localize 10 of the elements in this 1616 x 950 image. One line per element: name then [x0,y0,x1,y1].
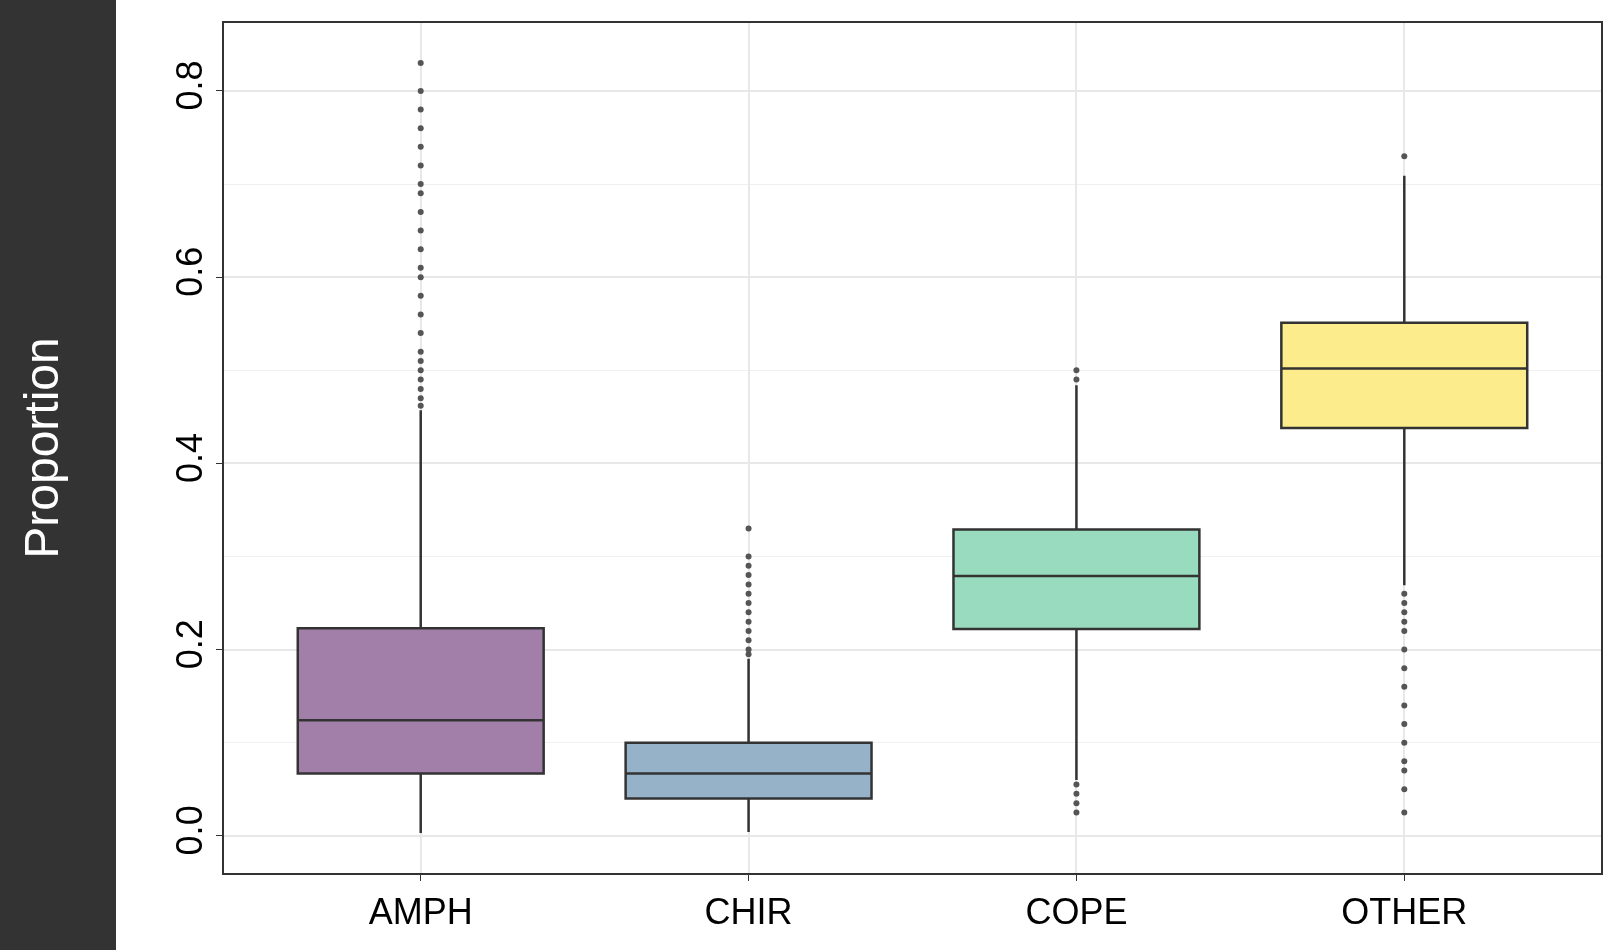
x-tick-label: AMPH [368,891,473,933]
x-tick-label: CHIR [704,891,793,933]
y-tick-label: 0.8 [168,60,210,111]
x-tick-label: OTHER [1341,891,1468,933]
y-axis-title: Proportion [14,337,68,559]
y-tick-label: 0.4 [168,432,210,483]
y-tick-label: 0.2 [168,619,210,670]
x-tick-label: COPE [1025,891,1128,933]
y-tick-label: 0.0 [168,805,210,856]
y-tick-label: 0.6 [168,246,210,297]
